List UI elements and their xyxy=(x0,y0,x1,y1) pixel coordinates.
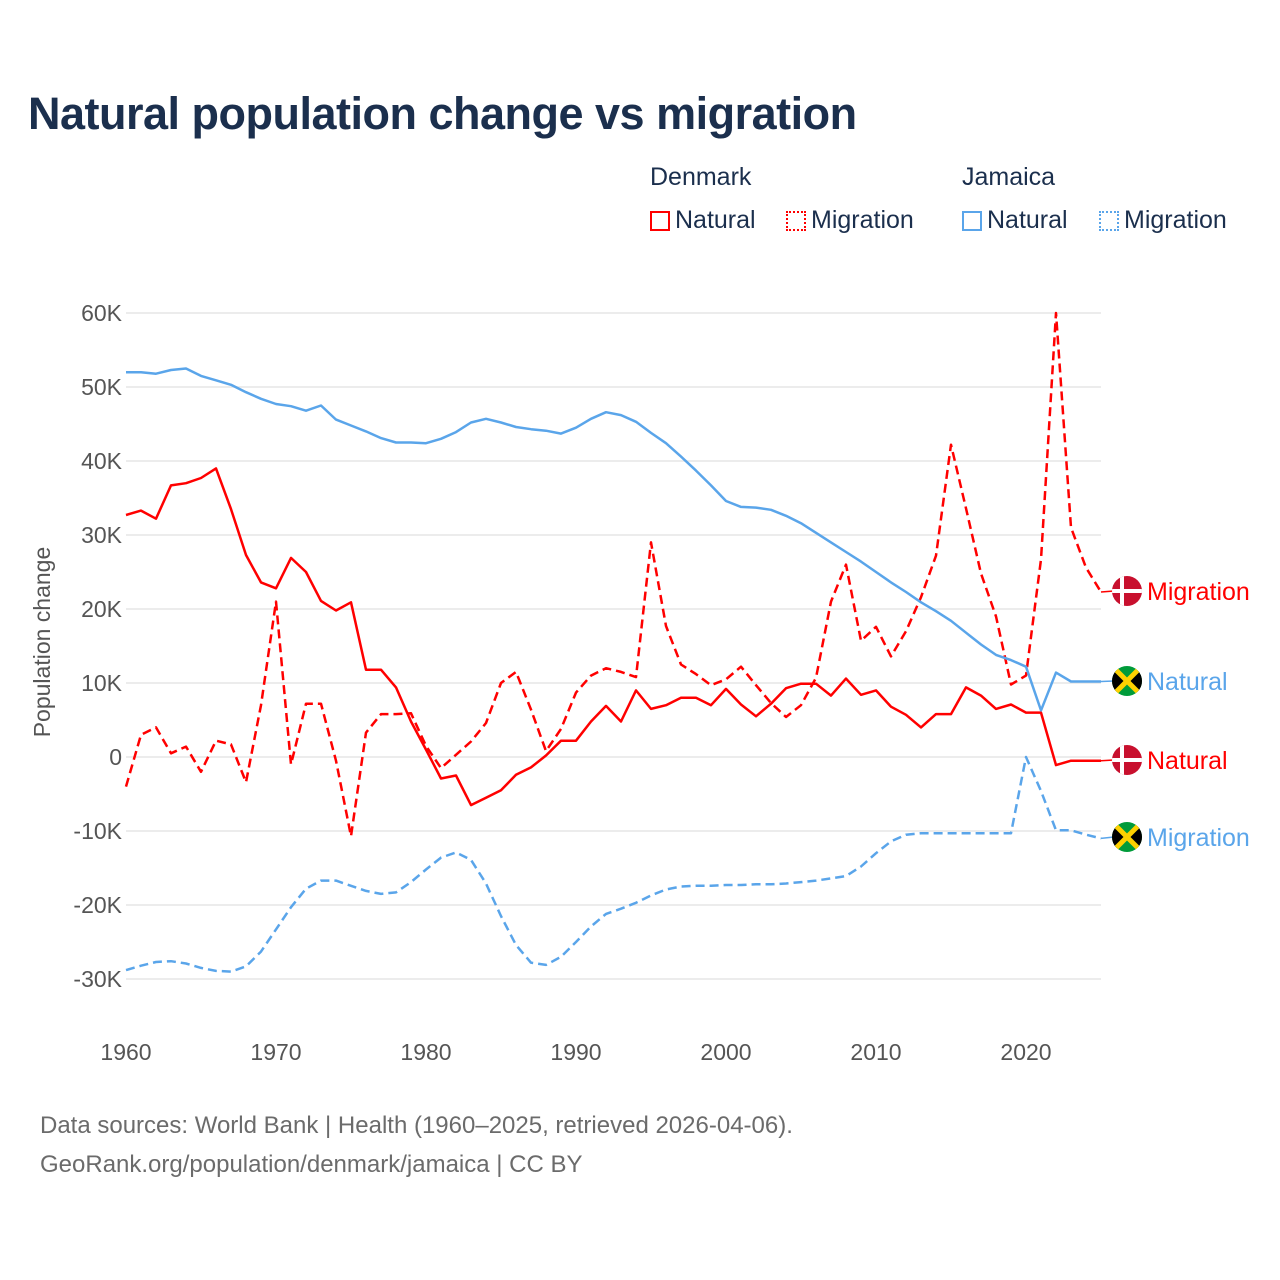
end-connector xyxy=(1100,680,1115,683)
y-tick-label: 20K xyxy=(81,596,123,622)
end-label: Migration xyxy=(1147,824,1250,852)
legend-denmark-migration[interactable]: Migration xyxy=(786,206,914,235)
legend-label: Migration xyxy=(811,206,914,234)
jamaica-flag-icon xyxy=(1112,666,1142,696)
legend-label: Natural xyxy=(675,206,756,234)
end-connector xyxy=(1100,759,1115,762)
series-lines xyxy=(124,311,1103,973)
y-tick-label: -30K xyxy=(73,966,122,992)
legend-swatch-solid-red xyxy=(650,210,670,231)
denmark-flag-icon xyxy=(1112,745,1142,775)
x-tick-label: 1970 xyxy=(250,1039,301,1065)
denmark-flag-icon xyxy=(1112,576,1142,606)
legend-swatch-dotted-red xyxy=(786,210,806,231)
jamaica-flag-icon xyxy=(1112,822,1142,852)
data-source: Data sources: World Bank | Health (1960–… xyxy=(40,1112,793,1139)
x-tick-label: 2000 xyxy=(700,1039,751,1065)
series-jamaica-natural xyxy=(126,367,1101,712)
series-line xyxy=(126,367,1101,712)
end-connector xyxy=(1100,590,1115,593)
x-tick-label: 1990 xyxy=(550,1039,601,1065)
y-tick-label: 60K xyxy=(81,300,123,326)
series-jamaica-migration xyxy=(125,755,1102,973)
series-denmark-natural xyxy=(125,467,1101,807)
legend-label: Natural xyxy=(987,206,1068,234)
end-label: Natural xyxy=(1147,668,1228,696)
x-tick-label: 1980 xyxy=(400,1039,451,1065)
chart-title: Natural population change vs migration xyxy=(28,88,857,139)
y-tick-label: 30K xyxy=(81,522,123,548)
x-tick-label: 2010 xyxy=(850,1039,901,1065)
legend-jamaica-natural[interactable]: Natural xyxy=(962,206,1068,235)
end-connector xyxy=(1100,836,1115,840)
y-tick-label: 50K xyxy=(81,374,123,400)
x-axis-ticks: 1960 1970 1980 1990 2000 2010 2020 xyxy=(100,1039,1051,1065)
legend-denmark-natural[interactable]: Natural xyxy=(650,206,756,235)
legend-group-jamaica: Jamaica xyxy=(962,163,1056,191)
x-tick-label: 1960 xyxy=(100,1039,151,1065)
y-tick-label: -20K xyxy=(73,892,122,918)
y-tick-label: -10K xyxy=(73,818,122,844)
series-line xyxy=(125,755,1102,973)
legend-label: Migration xyxy=(1124,206,1227,234)
legend-swatch-solid-blue xyxy=(962,210,982,231)
footer: Data sources: World Bank | Health (1960–… xyxy=(40,1106,793,1184)
y-axis-label: Population change xyxy=(29,547,55,738)
series-line xyxy=(125,467,1101,807)
legend-jamaica-migration[interactable]: Migration xyxy=(1099,206,1227,235)
y-tick-label: 40K xyxy=(81,448,123,474)
gridlines xyxy=(126,312,1101,980)
end-label: Migration xyxy=(1147,578,1250,606)
y-tick-label: 0 xyxy=(109,744,122,770)
end-label: Natural xyxy=(1147,747,1228,775)
source-link[interactable]: GeoRank.org/population/denmark/jamaica |… xyxy=(40,1151,583,1178)
y-axis-ticks: 60K 50K 40K 30K 20K 10K 0 -10K -20K -30K xyxy=(73,300,122,992)
x-tick-label: 2020 xyxy=(1000,1039,1051,1065)
series-end-labels: Natural Migration Natural Migration xyxy=(1100,576,1250,852)
y-tick-label: 10K xyxy=(81,670,123,696)
legend-swatch-dotted-blue xyxy=(1099,210,1119,231)
legend-group-denmark: Denmark xyxy=(650,163,752,191)
